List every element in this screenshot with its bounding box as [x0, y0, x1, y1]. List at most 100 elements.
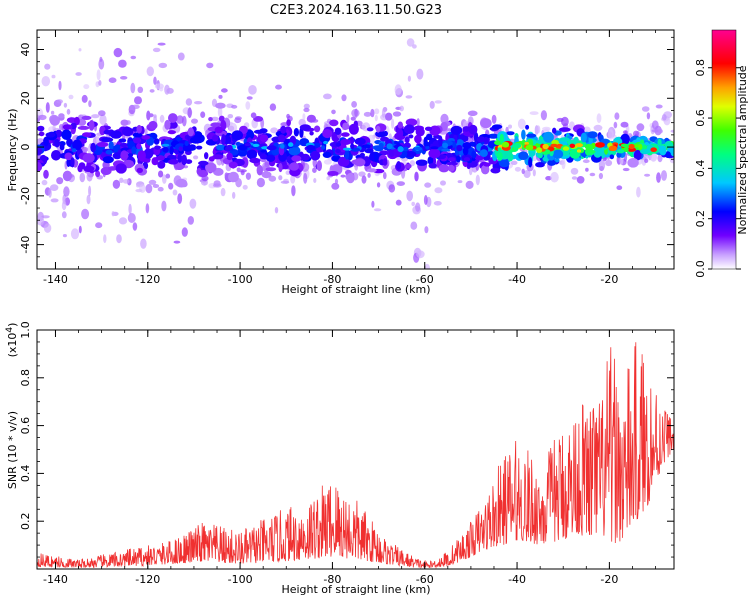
- spectrogram-faint-blob: [410, 221, 418, 230]
- spectrogram-band-blob: [119, 142, 129, 148]
- spectrogram-faint-blob: [111, 211, 115, 217]
- spectrogram-band-blob: [526, 133, 537, 138]
- spectrogram-band-blob: [483, 136, 489, 145]
- spectrogram-faint-blob: [657, 154, 663, 163]
- spectrogram-faint-blob: [275, 84, 282, 90]
- spectrogram-band-blob: [77, 164, 83, 173]
- spectrogram-band-blob: [241, 157, 249, 168]
- spectrogram-band-blob: [108, 141, 114, 150]
- spectrogram-faint-blob: [613, 121, 618, 129]
- spectrogram-band-blob: [316, 160, 322, 172]
- spectrogram-band-blob: [366, 127, 374, 132]
- spectrogram-band-blob: [151, 157, 159, 166]
- spectrogram-band-blob: [537, 152, 543, 159]
- spectrogram-faint-blob: [206, 62, 214, 69]
- spectrogram-faint-blob: [48, 188, 52, 198]
- spectrogram-band-blob: [70, 157, 75, 168]
- spectrogram-faint-blob: [157, 186, 164, 192]
- spectrogram-faint-blob: [644, 173, 651, 177]
- spectrogram-faint-blob: [66, 108, 71, 115]
- spectrogram-peak-blob: [364, 148, 374, 154]
- spectrogram-band-blob: [146, 110, 151, 121]
- x-tick-label: -40: [508, 273, 526, 286]
- spectrogram-peak-blob: [627, 147, 637, 152]
- spectrogram-band-blob: [278, 162, 283, 173]
- spectrogram-faint-blob: [62, 234, 67, 238]
- spectrogram-band-blob: [481, 164, 490, 175]
- spectrogram-faint-blob: [440, 180, 446, 186]
- spectrogram-faint-blob: [616, 185, 623, 190]
- spectrogram-band-blob: [210, 122, 222, 128]
- y-tick-label: 0.2: [19, 512, 32, 530]
- spectrogram-faint-blob: [162, 174, 167, 184]
- spectrogram-peak-blob: [576, 149, 582, 153]
- spectrogram-band-blob: [101, 137, 114, 143]
- spectrogram-band-blob: [327, 171, 339, 176]
- spectrogram-faint-blob: [465, 180, 474, 189]
- spectrogram-band-blob: [157, 160, 166, 169]
- spectrogram-faint-blob: [232, 191, 236, 199]
- spectrogram-band-blob: [374, 152, 379, 162]
- spectrogram-faint-blob: [50, 110, 55, 115]
- spectrogram-faint-blob: [125, 120, 131, 125]
- spectrogram-peak-blob: [184, 140, 189, 146]
- spectrogram-faint-blob: [189, 198, 197, 209]
- spectrogram-peak-blob: [252, 143, 260, 147]
- spectrogram-faint-blob: [193, 155, 199, 160]
- spectrogram-faint-blob: [571, 176, 578, 180]
- spectrogram-faint-blob: [50, 184, 59, 192]
- spectrogram-faint-blob: [514, 166, 522, 172]
- spectrogram-band-blob: [525, 124, 530, 130]
- spectrogram-peak-blob: [442, 142, 449, 149]
- spectrogram-band-blob: [102, 156, 114, 164]
- spectrogram-faint-blob: [144, 128, 148, 136]
- spectrogram-peak-blob: [386, 143, 393, 150]
- spectrogram-faint-blob: [136, 183, 141, 188]
- spectrogram-faint-blob: [81, 208, 90, 220]
- spectrogram-band-blob: [392, 111, 402, 117]
- spectrogram-band-blob: [462, 126, 471, 132]
- spectrogram-band-blob: [204, 152, 209, 160]
- x-tick-label: -120: [135, 273, 160, 286]
- spectrogram-band-blob: [212, 154, 224, 160]
- spectrogram-faint-blob: [152, 47, 161, 53]
- spectrogram-band-blob: [367, 168, 377, 173]
- spectrogram-peak-blob: [323, 140, 329, 145]
- spectrogram-faint-blob: [405, 95, 413, 99]
- spectrogram-faint-blob: [245, 101, 251, 110]
- spectrogram-band-blob: [429, 125, 441, 136]
- spectrogram-faint-blob: [331, 182, 340, 190]
- spectrogram-peak-blob: [350, 143, 355, 150]
- spectrogram-band-blob: [280, 125, 287, 134]
- spectrogram-faint-blob: [303, 172, 308, 184]
- spectrogram-faint-blob: [415, 202, 421, 212]
- spectrogram-band-blob: [245, 172, 251, 180]
- spectrogram-band-blob: [195, 145, 203, 150]
- snr-multiplier: (x104): [5, 323, 19, 358]
- spectrogram-faint-blob: [120, 76, 128, 80]
- spectrogram-faint-blob: [278, 175, 283, 181]
- spectrogram-band-blob: [438, 164, 450, 173]
- spectrogram-band-blob: [415, 127, 425, 137]
- spectrogram-peak-blob: [335, 149, 341, 153]
- spectrogram-band-blob: [382, 158, 388, 166]
- spectrogram-band-blob: [190, 136, 202, 144]
- spectrogram-faint-blob: [363, 111, 372, 117]
- spectrogram-band-blob: [471, 150, 477, 159]
- spectrogram-faint-blob: [636, 186, 641, 198]
- spectrogram-faint-blob: [346, 114, 350, 123]
- spectrogram-band-blob: [424, 126, 433, 131]
- spectrogram-faint-blob: [177, 52, 185, 61]
- spectrogram-peak-blob: [562, 146, 570, 151]
- spectrogram-faint-blob: [532, 169, 536, 177]
- spectrogram-band-blob: [71, 148, 77, 153]
- spectrogram-band-blob: [396, 128, 404, 139]
- spectrogram-faint-blob: [510, 160, 518, 165]
- spectrogram-band-blob: [490, 167, 501, 174]
- spectrogram-faint-blob: [416, 118, 420, 127]
- spectrogram-band-blob: [187, 127, 194, 137]
- colorbar-tick-label: 0.4: [694, 160, 707, 178]
- spectrogram-band-blob: [148, 120, 158, 130]
- spectrogram-band-blob: [37, 147, 43, 155]
- spectrogram-peak-blob: [586, 149, 596, 154]
